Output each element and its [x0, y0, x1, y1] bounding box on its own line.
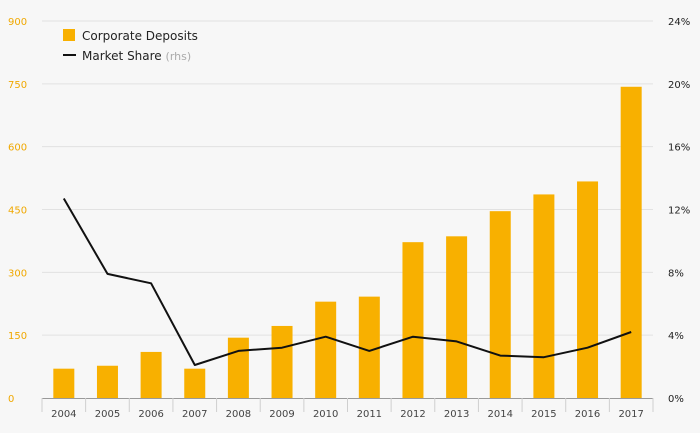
- x-tick-label: 2016: [575, 409, 600, 420]
- x-tick-label: 2014: [488, 409, 513, 420]
- y-left-tick-label: 900: [8, 17, 27, 28]
- x-tick-label: 2017: [618, 409, 643, 420]
- axes: 0 0% 150 4% 300 8% 450 12% 600 16% 750 20% 900 24% 200…: [8, 17, 690, 420]
- legend-note-rhs: (rhs): [166, 50, 192, 63]
- x-tick-label: 2005: [95, 409, 120, 420]
- bar: [184, 368, 206, 398]
- y-right-tick-label: 8%: [668, 268, 684, 279]
- bar: [140, 351, 162, 398]
- y-right-tick-label: 24%: [668, 17, 690, 28]
- y-right-tick-label: 12%: [668, 206, 690, 217]
- bar: [402, 242, 424, 398]
- legend-label-corporate-deposits: Corporate Deposits: [82, 29, 198, 43]
- legend-swatch-corporate-deposits: [63, 29, 75, 41]
- y-left-tick-label: 750: [8, 80, 27, 91]
- y-right-tick-label: 16%: [668, 143, 690, 154]
- bar: [489, 211, 511, 398]
- y-left-tick-label: 600: [8, 143, 27, 154]
- x-tick-label: 2008: [226, 409, 251, 420]
- bar: [96, 365, 118, 398]
- bar: [446, 236, 468, 398]
- bar: [358, 296, 380, 398]
- bar: [53, 368, 75, 398]
- gridlines: [42, 20, 653, 336]
- bar: [620, 86, 642, 398]
- y-left-tick-label: 0: [8, 394, 14, 405]
- x-tick-label: 2012: [400, 409, 425, 420]
- x-tick-label: 2011: [357, 409, 382, 420]
- x-tick-label: 2004: [51, 409, 76, 420]
- x-tick-label: 2007: [182, 409, 207, 420]
- bar: [315, 301, 337, 398]
- y-right-tick-label: 20%: [668, 80, 690, 91]
- y-left-tick-label: 450: [8, 206, 27, 217]
- x-tick-label: 2006: [138, 409, 163, 420]
- bar: [533, 194, 555, 398]
- y-right-tick-label: 0%: [668, 394, 684, 405]
- bar: [227, 337, 249, 398]
- legend-label-market-share: Market Share (rhs): [82, 49, 191, 63]
- x-tick-label: 2009: [269, 409, 294, 420]
- x-tick-label: 2013: [444, 409, 469, 420]
- y-left-tick-label: 150: [8, 331, 27, 342]
- x-tick-label: 2010: [313, 409, 338, 420]
- legend-label-market-share-text: Market Share: [82, 49, 162, 63]
- x-tick-label: 2015: [531, 409, 556, 420]
- bar: [577, 181, 599, 398]
- line-series-market-share: [62, 197, 632, 366]
- market-share-line: [62, 197, 632, 366]
- y-right-tick-label: 4%: [668, 331, 684, 342]
- bar: [271, 325, 293, 398]
- bar-series-corporate-deposits: [53, 86, 642, 398]
- legend: Corporate Deposits Market Share (rhs): [63, 29, 198, 63]
- y-left-tick-label: 300: [8, 268, 27, 279]
